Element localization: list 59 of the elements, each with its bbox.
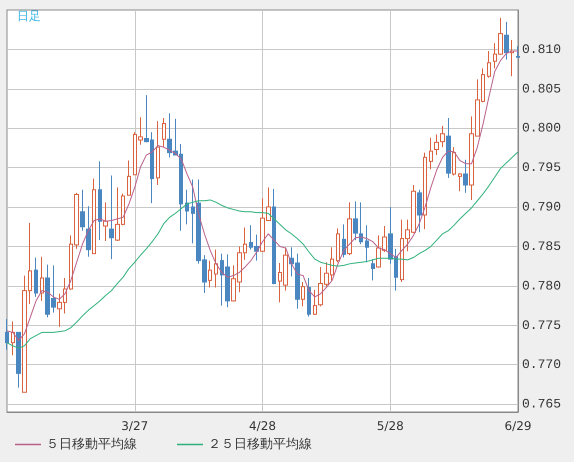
candlestick — [40, 256, 44, 302]
candlestick — [452, 146, 456, 176]
chart-title: 日足 — [17, 9, 41, 23]
candlestick — [336, 228, 340, 263]
candlestick — [127, 160, 131, 196]
candlestick — [16, 332, 21, 388]
x-tick-label: 5/28 — [376, 419, 404, 433]
candlestick — [92, 178, 96, 254]
x-tick-label: 4/28 — [249, 419, 276, 433]
candlestick — [510, 39, 514, 77]
legend-label: ５日移動平均線 — [46, 437, 137, 452]
candlestick — [423, 152, 427, 230]
candlestick — [434, 134, 439, 156]
candlestick — [463, 159, 468, 194]
candlestick — [429, 137, 433, 170]
candlestick — [162, 117, 166, 148]
line-series — [6, 151, 518, 349]
candlestick — [208, 260, 212, 288]
candlestick — [353, 201, 358, 241]
candlestick — [440, 125, 445, 148]
line-series — [6, 50, 518, 341]
candlestick — [156, 120, 160, 186]
y-tick-label: 0.790 — [522, 200, 562, 215]
candlestick — [458, 172, 462, 192]
candlestick — [487, 50, 491, 78]
candlestick — [516, 46, 520, 58]
candlestick — [272, 188, 276, 285]
y-tick-label: 0.795 — [522, 160, 562, 176]
x-tick-label: 3/27 — [121, 419, 148, 433]
y-tick-label: 0.765 — [522, 396, 562, 412]
y-tick-label: 0.800 — [522, 120, 562, 136]
candlestick — [347, 202, 352, 256]
y-tick-label: 0.810 — [522, 42, 562, 57]
candlestick — [214, 249, 218, 288]
candlestick — [80, 189, 85, 232]
candlestick — [103, 202, 108, 242]
candlestick — [359, 202, 363, 245]
candlestick — [365, 224, 369, 263]
candlestick — [301, 281, 305, 307]
candlestick — [504, 21, 509, 60]
y-tick-label: 0.780 — [522, 278, 562, 294]
y-tick-label: 0.785 — [522, 238, 562, 254]
candlestick — [342, 224, 346, 258]
x-tick-label: 6/29 — [504, 419, 532, 433]
y-tick-label: 0.775 — [522, 318, 562, 333]
candlestick — [307, 278, 311, 318]
candlestick — [185, 189, 189, 225]
legend-label: ２５日移動平均線 — [208, 437, 312, 452]
y-tick-label: 0.770 — [522, 357, 562, 372]
candlestick — [371, 258, 375, 281]
candlestick — [417, 189, 422, 233]
candlestick — [5, 318, 9, 350]
candlestick — [86, 206, 91, 258]
candlestick — [98, 160, 102, 241]
y-tick-label: 0.805 — [522, 81, 562, 96]
candlestick — [34, 257, 38, 298]
candlestick — [11, 320, 15, 356]
candlestick — [109, 175, 114, 260]
candlestick — [446, 117, 451, 178]
